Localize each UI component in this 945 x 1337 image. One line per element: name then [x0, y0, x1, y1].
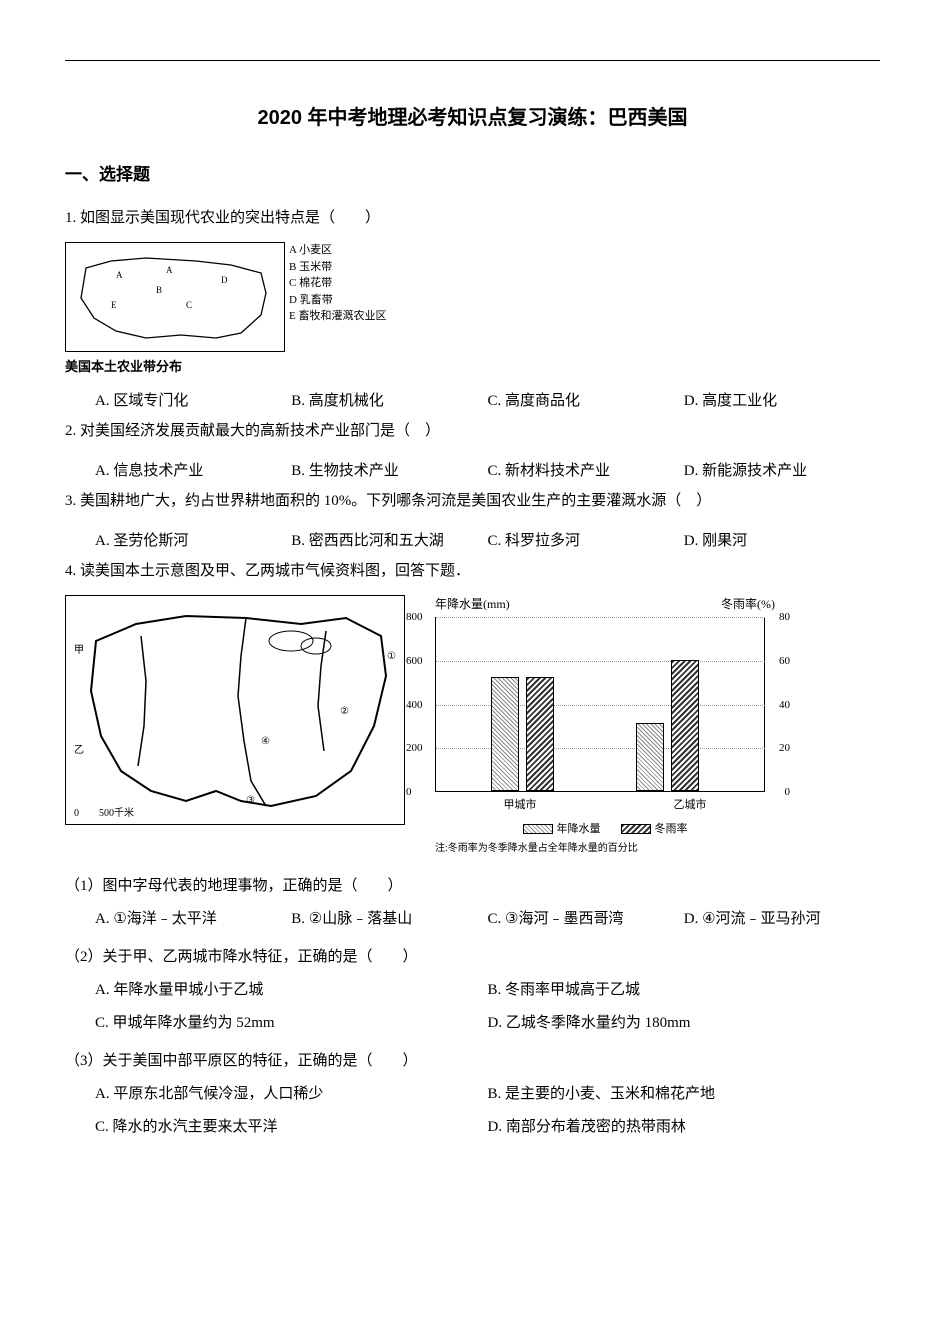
usa-map-large-svg: [66, 596, 406, 826]
q4-number: 4.: [65, 563, 76, 579]
chart-y1-title: 年降水量(mm): [435, 595, 510, 612]
q2-number: 2.: [65, 423, 76, 439]
q4-sub2-text: （2）关于甲、乙两城市降水特征，正确的是（ ）: [65, 941, 880, 974]
q4-sub1-options: A. ①海洋﹣太平洋 B. ②山脉﹣落基山 C. ③海河﹣墨西哥湾 D. ④河流…: [65, 903, 880, 936]
q4-scale: 0 500千米: [74, 804, 134, 819]
q1-option-d: D. 高度工业化: [684, 385, 880, 418]
q4-sub1-b: B. ②山脉﹣落基山: [291, 903, 487, 936]
bar-chart-area: 0200400600800020406080: [435, 617, 765, 792]
q3-text: 美国耕地广大，约占世界耕地面积的 10%。下列哪条河流是美国农业生产的主要灌溉水…: [80, 493, 711, 509]
q4-sub1-a: A. ①海洋﹣太平洋: [95, 903, 291, 936]
q2-options: A. 信息技术产业 B. 生物技术产业 C. 新材料技术产业 D. 新能源技术产…: [65, 455, 880, 488]
q3-options: A. 圣劳伦斯河 B. 密西西比河和五大湖 C. 科罗拉多河 D. 刚果河: [65, 525, 880, 558]
chart-x-labels: 甲城市 乙城市: [435, 796, 775, 812]
q4-usa-map: 甲 乙 ① ② ④ ③ 0 500千米: [65, 595, 405, 825]
usa-map-small-svg: A A B C D E: [66, 243, 286, 353]
q1-legend-d: D 乳畜带: [289, 292, 386, 309]
q4-sub3-b: B. 是主要的小麦、玉米和棉花产地: [488, 1078, 881, 1111]
question-3: 3. 美国耕地广大，约占世界耕地面积的 10%。下列哪条河流是美国农业生产的主要…: [65, 488, 880, 515]
legend-precip: 年降水量: [523, 820, 601, 836]
legend-swatch-precip: [523, 824, 553, 834]
q4-label-2: ②: [340, 706, 349, 717]
question-1: 1. 如图显示美国现代农业的突出特点是（ ）: [65, 205, 880, 232]
q1-caption: 美国本土农业带分布: [65, 356, 880, 375]
q4-sub3-a: A. 平原东北部气候冷湿，人口稀少: [95, 1078, 488, 1111]
q4-label-jia: 甲: [74, 641, 84, 656]
q1-number: 1.: [65, 210, 76, 226]
chart-y2-title: 冬雨率(%): [721, 595, 775, 612]
q4-label-3: ③: [246, 795, 255, 806]
legend-swatch-rate: [621, 824, 651, 834]
legend-rate: 冬雨率: [621, 820, 688, 836]
q4-label-4: ④: [261, 736, 270, 747]
q1-option-a: A. 区域专门化: [95, 385, 291, 418]
question-2: 2. 对美国经济发展贡献最大的高新技术产业部门是（ ）: [65, 418, 880, 445]
q4-sub2-c: C. 甲城年降水量约为 52mm: [95, 1007, 488, 1040]
x-label-b: 乙城市: [674, 796, 707, 812]
chart-legend: 年降水量 冬雨率: [435, 820, 775, 836]
q4-sub3-c: C. 降水的水汽主要来太平洋: [95, 1111, 488, 1144]
x-label-a: 甲城市: [504, 796, 537, 812]
q3-number: 3.: [65, 493, 76, 509]
q4-sub1-c: C. ③海河﹣墨西哥湾: [488, 903, 684, 936]
svg-text:A: A: [166, 265, 173, 275]
q1-map: A A B C D E: [65, 242, 285, 352]
q4-sub2-a: A. 年降水量甲城小于乙城: [95, 974, 488, 1007]
q4-sub1-d: D. ④河流﹣亚马孙河: [684, 903, 880, 936]
q1-legend: A 小麦区 B 玉米带 C 棉花带 D 乳畜带 E 畜牧和灌溉农业区: [289, 242, 386, 325]
q1-legend-a: A 小麦区: [289, 242, 386, 259]
q1-legend-c: C 棉花带: [289, 275, 386, 292]
q2-option-b: B. 生物技术产业: [291, 455, 487, 488]
svg-text:B: B: [156, 285, 162, 295]
q4-text: 读美国本土示意图及甲、乙两城市气候资料图，回答下题．: [80, 563, 470, 579]
top-horizontal-rule: [65, 60, 880, 61]
q2-text: 对美国经济发展贡献最大的高新技术产业部门是（ ）: [80, 423, 440, 439]
q1-figure: A A B C D E A 小麦区 B 玉米带 C 棉花带 D 乳畜带 E 畜牧…: [65, 242, 880, 375]
svg-text:E: E: [111, 300, 117, 310]
q2-option-d: D. 新能源技术产业: [684, 455, 880, 488]
q4-sub3-options: A. 平原东北部气候冷湿，人口稀少 B. 是主要的小麦、玉米和棉花产地 C. 降…: [65, 1078, 880, 1144]
svg-text:C: C: [186, 300, 192, 310]
q1-legend-e: E 畜牧和灌溉农业区: [289, 308, 386, 325]
q4-label-yi: 乙: [74, 741, 84, 756]
q4-sub2-b: B. 冬雨率甲城高于乙城: [488, 974, 881, 1007]
q1-legend-b: B 玉米带: [289, 259, 386, 276]
q2-option-a: A. 信息技术产业: [95, 455, 291, 488]
document-title: 2020 年中考地理必考知识点复习演练：巴西美国: [65, 101, 880, 130]
q1-options: A. 区域专门化 B. 高度机械化 C. 高度商品化 D. 高度工业化: [65, 385, 880, 418]
q4-sub3-text: （3）关于美国中部平原区的特征，正确的是（ ）: [65, 1045, 880, 1078]
svg-text:D: D: [221, 275, 228, 285]
q4-sub1-text: （1）图中字母代表的地理事物，正确的是（ ）: [65, 870, 880, 903]
chart-note: 注:冬雨率为冬季降水量占全年降水量的百分比: [435, 842, 775, 855]
q4-sub3-d: D. 南部分布着茂密的热带雨林: [488, 1111, 881, 1144]
q3-option-a: A. 圣劳伦斯河: [95, 525, 291, 558]
q1-option-c: C. 高度商品化: [488, 385, 684, 418]
q4-sub2-options: A. 年降水量甲城小于乙城 B. 冬雨率甲城高于乙城 C. 甲城年降水量约为 5…: [65, 974, 880, 1040]
question-4: 4. 读美国本土示意图及甲、乙两城市气候资料图，回答下题．: [65, 558, 880, 585]
q1-option-b: B. 高度机械化: [291, 385, 487, 418]
svg-text:A: A: [116, 270, 123, 280]
q3-option-c: C. 科罗拉多河: [488, 525, 684, 558]
section-header-mcq: 一、选择题: [65, 160, 880, 185]
q4-chart: 年降水量(mm) 冬雨率(%) 0200400600800020406080 甲…: [435, 595, 775, 855]
q2-option-c: C. 新材料技术产业: [488, 455, 684, 488]
q4-label-1: ①: [387, 651, 396, 662]
q3-option-d: D. 刚果河: [684, 525, 880, 558]
q4-sub2-d: D. 乙城冬季降水量约为 180mm: [488, 1007, 881, 1040]
q3-option-b: B. 密西西比河和五大湖: [291, 525, 487, 558]
q1-text: 如图显示美国现代农业的突出特点是（ ）: [80, 210, 380, 226]
q4-figures: 甲 乙 ① ② ④ ③ 0 500千米 年降水量(mm) 冬雨率(%) 0200…: [65, 595, 880, 855]
